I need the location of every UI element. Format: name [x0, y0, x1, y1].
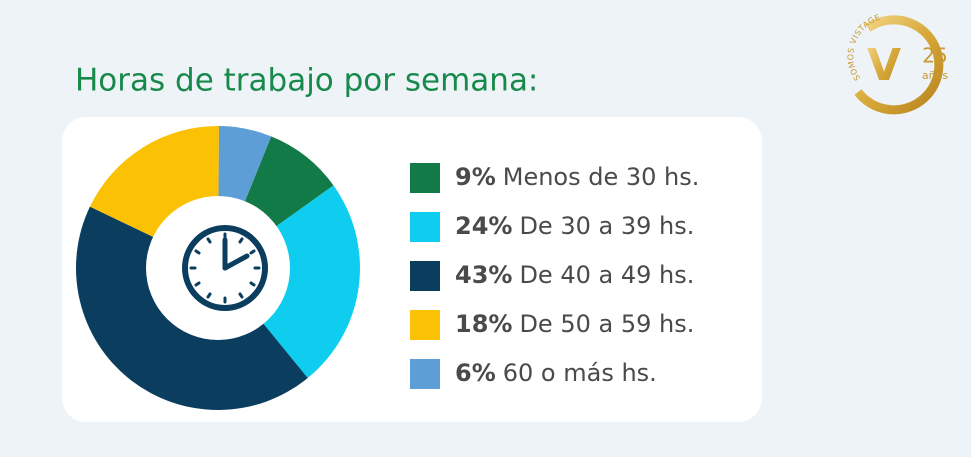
legend-percent: 6%	[455, 359, 496, 387]
legend-swatch	[410, 310, 440, 340]
clock-ticks	[189, 232, 261, 304]
logo-ring	[854, 15, 944, 115]
legend-percent: 18%	[455, 310, 512, 338]
clock-hand	[222, 253, 250, 271]
slice	[218, 185, 360, 379]
legend-swatch	[410, 261, 440, 291]
chart-title: Horas de trabajo por semana:	[75, 63, 538, 99]
logo-letter: V	[867, 40, 901, 91]
legend-label: De 30 a 39 hs.	[519, 212, 694, 240]
legend-entry: 9% Menos de 30 hs.	[455, 163, 699, 191]
legend-label: Menos de 30 hs.	[503, 163, 700, 191]
legend-entry: 43% De 40 a 49 hs.	[455, 261, 694, 289]
legend-entry: 6% 60 o más hs.	[455, 359, 657, 387]
logo-word: años	[922, 69, 948, 82]
legend-label: De 50 a 59 hs.	[519, 310, 694, 338]
logo-number: 25	[922, 44, 947, 68]
legend-percent: 9%	[455, 163, 496, 191]
legend-percent: 24%	[455, 212, 512, 240]
legend-swatch	[410, 163, 440, 193]
legend-swatch	[410, 359, 440, 389]
legend-swatch	[410, 212, 440, 242]
legend-label: De 40 a 49 hs.	[519, 261, 694, 289]
clock-face	[182, 225, 268, 311]
legend-percent: 43%	[455, 261, 512, 289]
legend-entry: 18% De 50 a 59 hs.	[455, 310, 694, 338]
legend-label: 60 o más hs.	[503, 359, 657, 387]
clock-icon	[182, 225, 268, 311]
donut-hole	[146, 196, 290, 340]
legend-entry: 24% De 30 a 39 hs.	[455, 212, 694, 240]
legend: 9% Menos de 30 hs.24% De 30 a 39 hs.43% De …	[410, 163, 699, 389]
